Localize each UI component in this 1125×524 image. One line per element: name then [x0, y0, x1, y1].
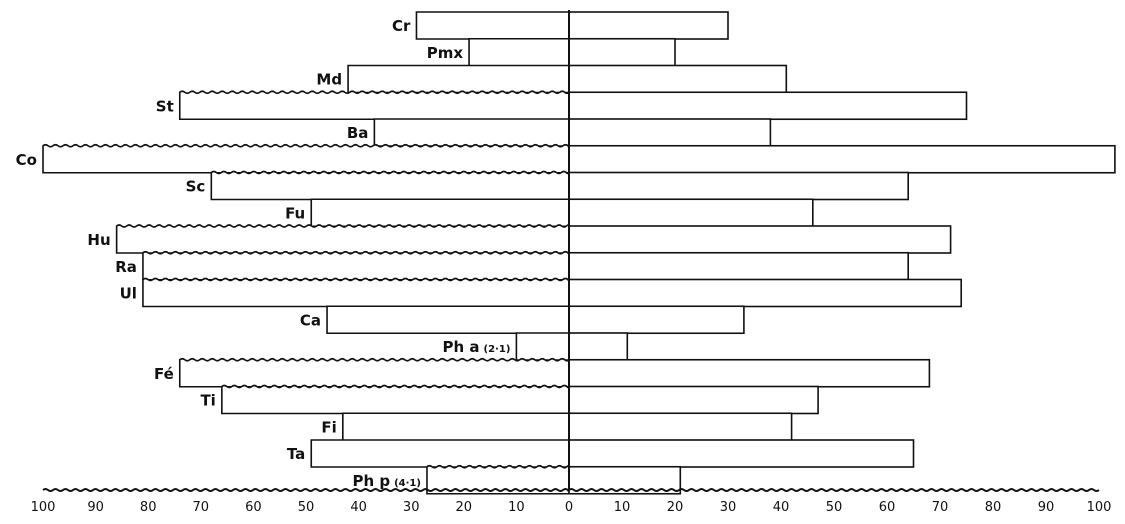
category-label-4: St — [156, 97, 174, 115]
bar-right-9 — [568, 225, 952, 254]
category-label-11: Ul — [120, 285, 137, 303]
x-tick-label-11: 0 — [565, 500, 573, 515]
bar-left-7 — [210, 169, 570, 201]
x-tick-label-14: 30 — [720, 500, 737, 515]
bar-left-1 — [415, 11, 570, 40]
x-tick-label-6: 50 — [298, 500, 315, 515]
x-tick-label-19: 80 — [985, 500, 1002, 515]
x-tick-label-12: 10 — [614, 500, 631, 515]
x-axis-group: 100 90 80 70 60 50 40 30 20 10 0 10 20 30 40 50 60 70 80 90… — [31, 10, 1112, 515]
x-tick-label-1: 100 — [31, 500, 56, 515]
x-tick-label-15: 40 — [773, 500, 790, 515]
bar-right-17 — [568, 439, 915, 468]
x-tick-label-13: 20 — [667, 500, 684, 515]
bar-right-3 — [568, 64, 788, 94]
category-label-18: Ph p (4·1) — [352, 472, 421, 490]
x-tick-label-21: 100 — [1087, 500, 1112, 515]
bar-right-5 — [568, 118, 772, 147]
x-tick-label-3: 80 — [140, 500, 157, 515]
bar-left-13 — [515, 332, 570, 361]
x-tick-label-7: 40 — [350, 500, 367, 515]
category-label-1: Cr — [392, 17, 411, 35]
bar-left-9 — [115, 224, 570, 254]
bar-right-12 — [568, 305, 745, 335]
bar-left-15 — [221, 384, 570, 415]
category-label-13: Ph a (2·1) — [443, 338, 511, 356]
bar-left-5 — [373, 118, 570, 147]
category-note-13: (2·1) — [484, 344, 511, 355]
bar-left-10 — [142, 250, 570, 281]
x-tick-label-17: 60 — [879, 500, 896, 515]
category-label-7: Sc — [186, 178, 206, 196]
bar-left-18 — [426, 464, 570, 495]
bar-right-16 — [568, 412, 793, 442]
x-tick-label-18: 70 — [932, 500, 949, 515]
bar-left-11 — [142, 277, 570, 308]
bar-left-16 — [342, 412, 570, 442]
bar-right-7 — [568, 171, 910, 201]
x-tick-label-20: 90 — [1038, 500, 1055, 515]
x-tick-label-4: 70 — [193, 500, 210, 515]
category-note-18: (4·1) — [394, 478, 421, 489]
x-tick-label-9: 20 — [456, 500, 473, 515]
category-name-18: Ph p — [352, 472, 390, 490]
category-label-9: Hu — [87, 231, 110, 249]
category-label-5: Ba — [347, 124, 369, 142]
category-label-16: Fi — [321, 418, 336, 436]
category-label-6: Co — [16, 151, 37, 169]
category-labels-group: Cr Pmx Md St Ba Co Sc Fu Hu Ra Ul Ca Ph a (2·1) Fé Ti Fi… — [16, 17, 511, 490]
category-label-2: Pmx — [427, 44, 464, 62]
bar-left-4 — [178, 90, 570, 121]
bars-group — [42, 11, 1116, 495]
bar-right-10 — [568, 251, 910, 281]
bar-right-8 — [568, 198, 814, 228]
x-tick-label-2: 90 — [87, 500, 104, 515]
x-tick-label-5: 60 — [245, 500, 262, 515]
x-axis-right — [568, 488, 1100, 492]
bar-left-3 — [347, 64, 570, 94]
category-label-14: Fé — [154, 365, 174, 383]
bar-right-15 — [568, 385, 819, 415]
bar-right-14 — [568, 358, 931, 388]
x-axis-left — [42, 488, 570, 492]
x-tick-label-10: 10 — [508, 500, 525, 515]
bar-right-13 — [568, 332, 629, 361]
bar-right-4 — [568, 91, 968, 121]
category-name-13: Ph a — [443, 338, 480, 356]
category-label-8: Fu — [285, 204, 305, 222]
category-label-12: Ca — [300, 311, 321, 329]
category-label-10: Ra — [115, 258, 137, 276]
bar-left-17 — [310, 439, 570, 468]
bar-left-14 — [178, 357, 570, 388]
bar-right-11 — [568, 278, 963, 308]
x-tick-label-8: 30 — [403, 500, 420, 515]
bar-left-8 — [310, 198, 570, 228]
category-label-17: Ta — [287, 445, 305, 463]
bar-left-6 — [42, 143, 570, 174]
bar-left-12 — [326, 305, 570, 335]
category-label-3: Md — [316, 71, 342, 89]
x-tick-label-16: 50 — [826, 500, 843, 515]
bar-right-6 — [568, 144, 1116, 174]
bar-right-2 — [568, 37, 676, 67]
bar-left-2 — [468, 37, 570, 67]
bar-right-1 — [568, 11, 729, 40]
category-label-15: Ti — [200, 392, 215, 410]
